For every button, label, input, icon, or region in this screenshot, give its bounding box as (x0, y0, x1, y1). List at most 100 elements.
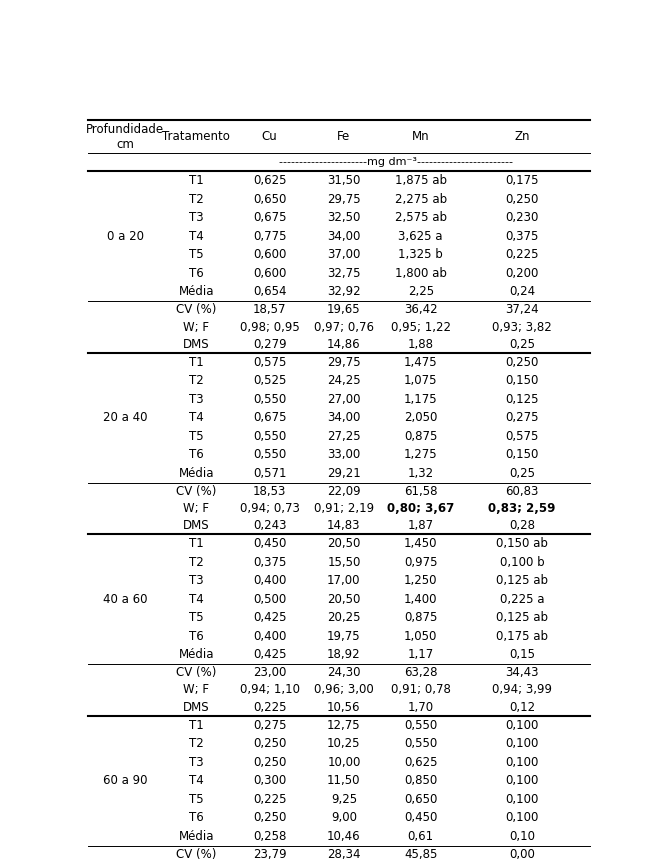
Text: DMS: DMS (183, 338, 210, 351)
Text: Fe: Fe (337, 130, 350, 143)
Text: 0,250: 0,250 (253, 811, 286, 824)
Text: 19,75: 19,75 (327, 630, 361, 642)
Text: 0,00: 0,00 (509, 848, 535, 860)
Text: 0,12: 0,12 (509, 701, 535, 714)
Text: 1,400: 1,400 (404, 593, 438, 605)
Text: T6: T6 (189, 267, 204, 280)
Text: 63,28: 63,28 (404, 666, 438, 679)
Text: T4: T4 (189, 230, 204, 243)
Text: 0,25: 0,25 (509, 338, 535, 351)
Text: 34,00: 34,00 (327, 230, 360, 243)
Text: 0,775: 0,775 (253, 230, 286, 243)
Text: Tratamento: Tratamento (163, 130, 230, 143)
Text: 0,375: 0,375 (506, 230, 539, 243)
Text: 0,61: 0,61 (408, 830, 434, 843)
Text: 11,50: 11,50 (327, 774, 361, 787)
Text: W; F: W; F (183, 502, 210, 515)
Text: CV (%): CV (%) (176, 848, 217, 860)
Text: 0,400: 0,400 (253, 574, 286, 587)
Text: 0,500: 0,500 (253, 593, 286, 605)
Text: 0,850: 0,850 (404, 774, 438, 787)
Text: 37,24: 37,24 (506, 304, 539, 316)
Text: 0,96; 3,00: 0,96; 3,00 (314, 684, 373, 697)
Text: 0,625: 0,625 (253, 175, 286, 187)
Text: 28,34: 28,34 (327, 848, 361, 860)
Text: 0,575: 0,575 (506, 430, 539, 443)
Text: 0,80; 3,67: 0,80; 3,67 (387, 502, 454, 515)
Text: 18,53: 18,53 (253, 485, 286, 498)
Text: 32,50: 32,50 (327, 212, 360, 224)
Text: 0,875: 0,875 (404, 430, 438, 443)
Text: 9,00: 9,00 (331, 811, 357, 824)
Text: 14,86: 14,86 (327, 338, 361, 351)
Text: 1,800 ab: 1,800 ab (395, 267, 447, 280)
Text: DMS: DMS (183, 519, 210, 532)
Text: 27,25: 27,25 (327, 430, 361, 443)
Text: T6: T6 (189, 811, 204, 824)
Text: 0,654: 0,654 (253, 286, 286, 298)
Text: 0,258: 0,258 (253, 830, 286, 843)
Text: 0,225: 0,225 (253, 701, 286, 714)
Text: 24,25: 24,25 (327, 374, 361, 387)
Text: 0,83; 2,59: 0,83; 2,59 (488, 502, 556, 515)
Text: T5: T5 (189, 249, 204, 261)
Text: 20,25: 20,25 (327, 611, 361, 624)
Text: 0,28: 0,28 (509, 519, 535, 532)
Text: 15,50: 15,50 (327, 556, 360, 568)
Text: 19,65: 19,65 (327, 304, 361, 316)
Text: 0,91; 0,78: 0,91; 0,78 (391, 684, 451, 697)
Text: 32,92: 32,92 (327, 286, 361, 298)
Text: 0,550: 0,550 (253, 430, 286, 443)
Text: 1,17: 1,17 (408, 648, 434, 661)
Text: 0,225: 0,225 (506, 249, 539, 261)
Text: 0,400: 0,400 (253, 630, 286, 642)
Text: T2: T2 (189, 193, 204, 206)
Text: T1: T1 (189, 537, 204, 550)
Text: 0,125 ab: 0,125 ab (496, 611, 548, 624)
Text: 0,24: 0,24 (509, 286, 535, 298)
Text: 0,97; 0,76: 0,97; 0,76 (314, 321, 374, 334)
Text: 23,79: 23,79 (253, 848, 286, 860)
Text: 0,450: 0,450 (253, 537, 286, 550)
Text: 0,94; 1,10: 0,94; 1,10 (239, 684, 299, 697)
Text: 0,225: 0,225 (253, 793, 286, 806)
Text: Cu: Cu (262, 130, 278, 143)
Text: Zn: Zn (514, 130, 530, 143)
Text: 0,525: 0,525 (253, 374, 286, 387)
Text: 0,175 ab: 0,175 ab (496, 630, 548, 642)
Text: T1: T1 (189, 356, 204, 369)
Text: 31,50: 31,50 (327, 175, 360, 187)
Text: cm: cm (116, 138, 134, 150)
Text: 61,58: 61,58 (404, 485, 438, 498)
Text: 36,42: 36,42 (404, 304, 438, 316)
Text: 0,425: 0,425 (253, 648, 286, 661)
Text: 23,00: 23,00 (253, 666, 286, 679)
Text: 0,250: 0,250 (253, 737, 286, 750)
Text: CV (%): CV (%) (176, 666, 217, 679)
Text: 0,100: 0,100 (506, 793, 539, 806)
Text: 0,100 b: 0,100 b (500, 556, 545, 568)
Text: 1,450: 1,450 (404, 537, 438, 550)
Text: T4: T4 (189, 593, 204, 605)
Text: Média: Média (178, 648, 214, 661)
Text: T4: T4 (189, 774, 204, 787)
Text: Média: Média (178, 286, 214, 298)
Text: 0,230: 0,230 (506, 212, 539, 224)
Text: 0,650: 0,650 (404, 793, 438, 806)
Text: 1,175: 1,175 (404, 393, 438, 406)
Text: 29,21: 29,21 (327, 467, 361, 480)
Text: 0,150: 0,150 (506, 374, 539, 387)
Text: 0,975: 0,975 (404, 556, 438, 568)
Text: 1,32: 1,32 (408, 467, 434, 480)
Text: 0,550: 0,550 (253, 393, 286, 406)
Text: 0,91; 2,19: 0,91; 2,19 (314, 502, 374, 515)
Text: 0,550: 0,550 (404, 737, 438, 750)
Text: T6: T6 (189, 630, 204, 642)
Text: 0,300: 0,300 (253, 774, 286, 787)
Text: T5: T5 (189, 793, 204, 806)
Text: T5: T5 (189, 611, 204, 624)
Text: 1,050: 1,050 (404, 630, 438, 642)
Text: 0,550: 0,550 (253, 448, 286, 461)
Text: 0,250: 0,250 (506, 193, 539, 206)
Text: 29,75: 29,75 (327, 356, 361, 369)
